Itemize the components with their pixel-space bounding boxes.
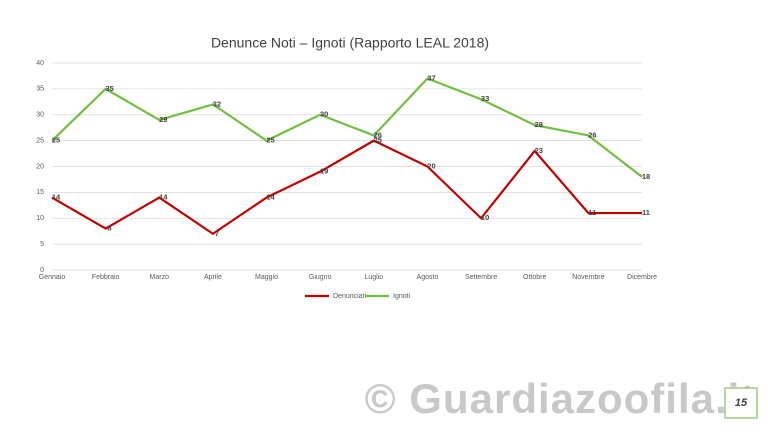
x-tick-label: Dicembre <box>627 274 657 281</box>
y-tick-label: 0 <box>40 267 44 274</box>
x-tick-label: Giugno <box>309 274 332 281</box>
data-label: 32 <box>213 99 221 108</box>
data-label: 35 <box>105 84 113 93</box>
data-label: 11 <box>642 208 650 217</box>
y-tick-label: 20 <box>36 163 44 170</box>
x-tick-label: Agosto <box>417 274 439 281</box>
data-label: 14 <box>52 193 61 202</box>
data-label: 19 <box>320 167 328 176</box>
data-label: 18 <box>642 172 650 181</box>
x-tick-label: Settembre <box>465 274 497 281</box>
data-label: 11 <box>588 208 596 217</box>
data-label: 26 <box>588 130 596 139</box>
data-label: 28 <box>535 120 543 129</box>
x-tick-label: Aprile <box>204 274 222 281</box>
y-tick-label: 35 <box>36 86 44 93</box>
data-label: 26 <box>374 130 382 139</box>
data-label: 25 <box>266 136 274 145</box>
data-label: 30 <box>320 110 328 119</box>
data-label: 10 <box>481 213 489 222</box>
data-label: 14 <box>159 193 168 202</box>
x-tick-label: Febbraio <box>92 274 120 281</box>
data-label: 20 <box>427 161 435 170</box>
x-tick-label: Maggio <box>255 274 278 281</box>
page-number-box <box>724 387 758 419</box>
series-line <box>51 139 642 235</box>
data-label: 33 <box>481 94 489 103</box>
data-label: 23 <box>535 146 543 155</box>
y-tick-label: 15 <box>36 189 44 196</box>
page-number: 15 <box>735 397 748 409</box>
y-tick-label: 5 <box>40 241 44 248</box>
legend-label: Denunciati <box>333 293 367 300</box>
data-label: 37 <box>427 74 435 83</box>
y-tick-label: 30 <box>36 112 44 119</box>
x-tick-label: Ottobre <box>523 274 546 281</box>
data-label: 7 <box>215 229 219 238</box>
data-label: 25 <box>374 136 382 145</box>
y-tick-label: 40 <box>36 60 44 67</box>
watermark: © Guardiazoofila.it <box>365 375 756 422</box>
data-label: 29 <box>159 115 167 124</box>
y-tick-label: 10 <box>36 215 44 222</box>
series-line <box>51 77 643 178</box>
y-tick-label: 25 <box>36 137 44 144</box>
data-label: 14 <box>266 193 275 202</box>
x-tick-label: Gennaio <box>39 274 66 281</box>
chart-title: Denunce Noti – Ignoti (Rapporto LEAL 201… <box>211 35 489 51</box>
data-label: 25 <box>52 136 60 145</box>
data-label: 8 <box>108 224 112 233</box>
x-tick-label: Luglio <box>364 274 383 281</box>
x-tick-label: Marzo <box>150 274 170 281</box>
x-tick-label: Novembre <box>572 274 604 281</box>
legend-label: Ignoti <box>393 293 411 300</box>
